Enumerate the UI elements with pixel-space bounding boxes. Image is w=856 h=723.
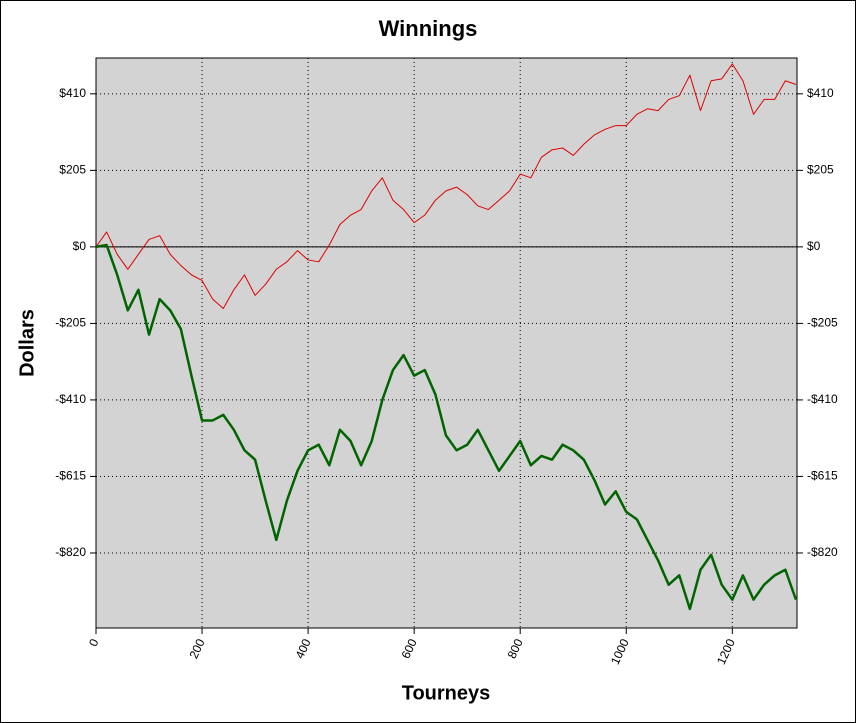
series-line [95, 63, 797, 309]
y2-tick-label: $410 [807, 86, 834, 100]
y-tick-label: $205 [59, 163, 86, 177]
y-tick-label: -$410 [55, 392, 86, 406]
y-tick-label: -$205 [55, 316, 86, 330]
y-tick-label: $410 [59, 86, 86, 100]
y2-tick-label: -$410 [807, 392, 838, 406]
series-line [95, 243, 798, 611]
y2-tick-label: $0 [807, 239, 821, 253]
chart-title: Winnings [379, 16, 478, 41]
y2-tick-label: -$615 [807, 469, 838, 483]
y-axis-label: Dollars [16, 309, 38, 377]
y2-tick-label: -$820 [807, 545, 838, 559]
y2-tick-label: $205 [807, 163, 834, 177]
y2-tick-label: -$205 [807, 316, 838, 330]
y-tick-label: -$820 [55, 545, 86, 559]
x-axis-label: Tourneys [402, 682, 491, 704]
y-tick-label: $0 [73, 239, 87, 253]
plot-area [95, 57, 798, 629]
y-tick-label: -$615 [55, 469, 86, 483]
